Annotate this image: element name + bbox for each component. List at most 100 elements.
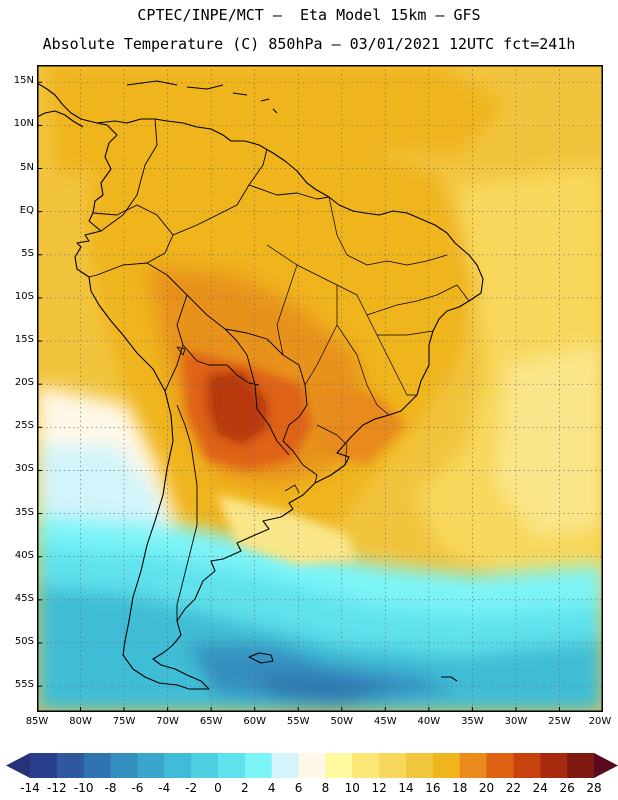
lon-label: 70W [156,716,179,727]
colorbar-label: 22 [505,781,522,795]
colorbar-label: 28 [586,781,602,795]
colorbar-cell [56,753,85,778]
field-pacific-lightcyan [37,445,167,535]
colorbar-cell [567,753,595,778]
colorbar-cell [164,753,192,778]
central-america-coastline [37,82,98,128]
colorbar-cell [486,753,514,778]
lat-label: EQ [19,204,34,216]
colorbar-label: 0 [214,781,222,795]
colorbar-cell [540,753,568,778]
lat-label: 35S [14,506,34,518]
lat-label: 10S [14,290,34,302]
colorbar-label: 14 [398,781,414,795]
colorbar-label: 20 [478,781,495,795]
colorbar-label: -10 [73,781,94,795]
temperature-map [37,65,603,712]
colorbar-label: -12 [47,781,67,795]
lat-label: 20S [14,377,34,389]
colorbar-label: 24 [532,781,548,795]
chart-title-line2: Absolute Temperature (C) 850hPa – 03/01/… [42,35,576,53]
field-south-blue3 [257,675,397,705]
lon-label: 45W [373,716,397,727]
field-south-blue1 [37,585,603,712]
lat-label: 45S [14,592,34,604]
colorbar-cell [83,753,111,778]
hot-contours [211,374,266,442]
colorbar-cell [325,753,353,778]
field-atlantic-pale [497,345,603,535]
lake-titicaca [176,346,186,356]
caribbean-islands [126,80,278,114]
colorbar-cell [352,753,380,778]
colorbar-label: -4 [158,781,171,795]
colorbar-cell [406,753,434,778]
colorbar-label: 8 [321,781,330,795]
brazil-state-borders [266,196,470,466]
colorbar-cell [513,753,541,778]
colorbar-label: 16 [425,781,441,795]
lon-label: 50W [330,716,354,727]
field-coastal-orange [317,385,407,465]
field-north-orange [47,65,507,175]
colorbar-cell [432,753,461,778]
lat-label: 55S [14,679,34,691]
lat-label: 40S [14,549,34,561]
colorbar-cells [30,753,595,778]
colorbar-cell [30,753,58,778]
lat-label: 15S [14,334,34,346]
colorbar-label: -14 [20,781,40,795]
lon-label: 65W [199,716,223,727]
lon-label: 25W [548,716,571,727]
lon-label: 35W [461,716,484,727]
south-georgia [441,676,458,682]
colorbar-cell [459,753,487,778]
colorbar-label: 12 [371,781,387,795]
colorbar [6,753,618,778]
colorbar-label: 4 [267,781,276,795]
south-america-coastline [74,118,484,690]
coastlines [37,80,484,690]
lat-label: 10N [13,118,34,130]
lat-label: 15N [13,75,34,87]
colorbar-cell [191,753,219,778]
falkland-islands [248,652,274,664]
lon-label: 75W [112,716,136,727]
lagoa-dos-patos [284,484,300,494]
lon-label: 20W [588,716,612,727]
colorbar-cell [298,753,326,778]
colorbar-cell [244,753,273,778]
colorbar-label: 26 [559,781,575,795]
map-canvas [37,65,603,712]
lon-label: 40W [417,716,441,727]
lat-label: 30S [14,463,34,475]
colorbar-high-arrow [594,753,618,778]
colorbar-label: 6 [294,781,303,795]
lat-label: 5N [20,161,34,173]
lat-label: 5S [21,247,34,259]
colorbar-label: -8 [104,781,117,795]
field-argentina-pale [217,495,357,565]
colorbar-label: 18 [452,781,468,795]
colorbar-label: -2 [185,781,198,795]
chart-title-line1: CPTEC/INPE/MCT – Eta Model 15km – GFS [137,6,481,24]
colorbar-cell [137,753,165,778]
map-frame [37,65,603,712]
colorbar-cell [110,753,138,778]
colorbar-cell [379,753,407,778]
field-hottest-core [207,370,267,445]
lat-label: 50S [14,635,34,647]
colorbar-label: 10 [344,781,360,795]
lon-label: 30W [504,716,528,727]
lon-label: 60W [243,716,266,727]
colorbar-label: 2 [241,781,249,795]
country-borders [88,118,330,621]
colorbar-low-arrow [6,753,30,778]
lon-label: 85W [25,716,49,727]
lon-label: 55W [286,716,310,727]
colorbar-cell [271,753,299,778]
colorbar-label: -6 [131,781,144,795]
lon-label: 80W [69,716,92,727]
lat-label: 25S [14,420,34,432]
colorbar-cell [218,753,246,778]
